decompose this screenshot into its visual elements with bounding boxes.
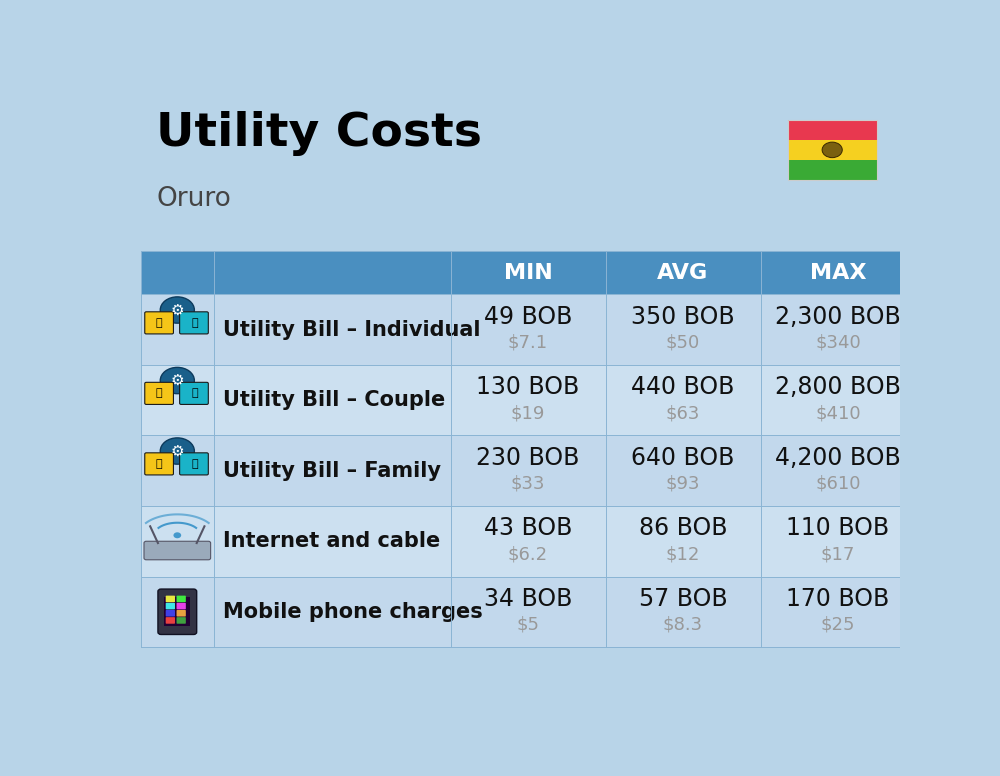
Text: 🔌: 🔌 (155, 388, 162, 398)
Text: 34 BOB: 34 BOB (484, 587, 572, 611)
Text: ⚙: ⚙ (170, 373, 184, 388)
Text: 350 BOB: 350 BOB (631, 305, 735, 328)
FancyBboxPatch shape (145, 312, 173, 334)
FancyBboxPatch shape (158, 589, 197, 635)
Text: 170 BOB: 170 BOB (786, 587, 890, 611)
Text: $6.2: $6.2 (508, 546, 548, 563)
FancyBboxPatch shape (145, 383, 173, 404)
Text: $33: $33 (511, 475, 545, 493)
Polygon shape (788, 140, 877, 160)
FancyBboxPatch shape (164, 598, 190, 626)
Text: $25: $25 (821, 616, 855, 634)
FancyBboxPatch shape (180, 312, 208, 334)
Text: $610: $610 (815, 475, 861, 493)
Text: 4,200 BOB: 4,200 BOB (775, 445, 901, 469)
FancyBboxPatch shape (140, 435, 916, 506)
FancyBboxPatch shape (144, 542, 211, 559)
FancyBboxPatch shape (177, 610, 186, 617)
FancyBboxPatch shape (166, 610, 175, 617)
Text: 🔌: 🔌 (155, 317, 162, 327)
FancyBboxPatch shape (140, 577, 916, 647)
Text: 230 BOB: 230 BOB (476, 445, 580, 469)
Text: 57 BOB: 57 BOB (639, 587, 727, 611)
FancyBboxPatch shape (140, 506, 916, 577)
Polygon shape (788, 160, 877, 180)
Text: 640 BOB: 640 BOB (631, 445, 735, 469)
FancyBboxPatch shape (145, 453, 173, 475)
FancyBboxPatch shape (166, 603, 175, 609)
Text: $12: $12 (666, 546, 700, 563)
Text: MAX: MAX (810, 263, 866, 283)
Text: Utility Bill – Couple: Utility Bill – Couple (223, 390, 446, 411)
Text: Internet and cable: Internet and cable (223, 532, 441, 551)
Text: Utility Bill – Individual: Utility Bill – Individual (223, 320, 481, 340)
Text: 💧: 💧 (191, 459, 198, 469)
Text: Utility Bill – Family: Utility Bill – Family (223, 461, 441, 481)
Text: ⚙: ⚙ (170, 303, 184, 317)
Text: $17: $17 (821, 546, 855, 563)
Text: 💧: 💧 (191, 388, 198, 398)
Circle shape (160, 438, 194, 464)
Text: 2,300 BOB: 2,300 BOB (775, 305, 901, 328)
Text: $93: $93 (666, 475, 700, 493)
Text: 130 BOB: 130 BOB (476, 375, 580, 399)
Text: Oruro: Oruro (156, 185, 231, 212)
Text: MIN: MIN (504, 263, 552, 283)
FancyBboxPatch shape (177, 617, 186, 624)
FancyBboxPatch shape (140, 294, 916, 365)
Text: 🔌: 🔌 (155, 459, 162, 469)
Text: AVG: AVG (657, 263, 709, 283)
FancyBboxPatch shape (166, 596, 175, 602)
Text: Mobile phone charges: Mobile phone charges (223, 601, 483, 622)
Text: $63: $63 (666, 404, 700, 422)
Circle shape (160, 297, 194, 323)
Circle shape (160, 367, 194, 393)
FancyBboxPatch shape (140, 251, 916, 294)
Text: 440 BOB: 440 BOB (631, 375, 735, 399)
Text: 110 BOB: 110 BOB (786, 516, 890, 540)
FancyBboxPatch shape (166, 617, 175, 624)
Text: 86 BOB: 86 BOB (639, 516, 727, 540)
Text: 49 BOB: 49 BOB (484, 305, 572, 328)
Circle shape (822, 142, 842, 158)
Text: $7.1: $7.1 (508, 334, 548, 352)
Text: $410: $410 (815, 404, 861, 422)
FancyBboxPatch shape (177, 596, 186, 602)
Polygon shape (788, 120, 877, 140)
Text: $19: $19 (511, 404, 545, 422)
Text: Utility Costs: Utility Costs (156, 111, 482, 156)
Text: 43 BOB: 43 BOB (484, 516, 572, 540)
Text: ⚙: ⚙ (170, 444, 184, 459)
Text: 💧: 💧 (191, 317, 198, 327)
FancyBboxPatch shape (180, 453, 208, 475)
Text: $50: $50 (666, 334, 700, 352)
FancyBboxPatch shape (140, 365, 916, 435)
Text: $5: $5 (516, 616, 540, 634)
FancyBboxPatch shape (177, 603, 186, 609)
FancyBboxPatch shape (180, 383, 208, 404)
Circle shape (173, 532, 181, 539)
Text: $340: $340 (815, 334, 861, 352)
Text: 2,800 BOB: 2,800 BOB (775, 375, 901, 399)
Text: $8.3: $8.3 (663, 616, 703, 634)
